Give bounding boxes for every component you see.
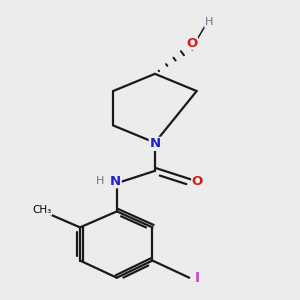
Text: O: O [186,37,197,50]
Text: CH₃: CH₃ [32,205,52,215]
Text: H: H [205,17,213,27]
Text: N: N [110,175,121,188]
Text: N: N [149,137,161,150]
Text: O: O [192,176,203,188]
Text: I: I [195,271,200,285]
Text: H: H [96,176,104,186]
